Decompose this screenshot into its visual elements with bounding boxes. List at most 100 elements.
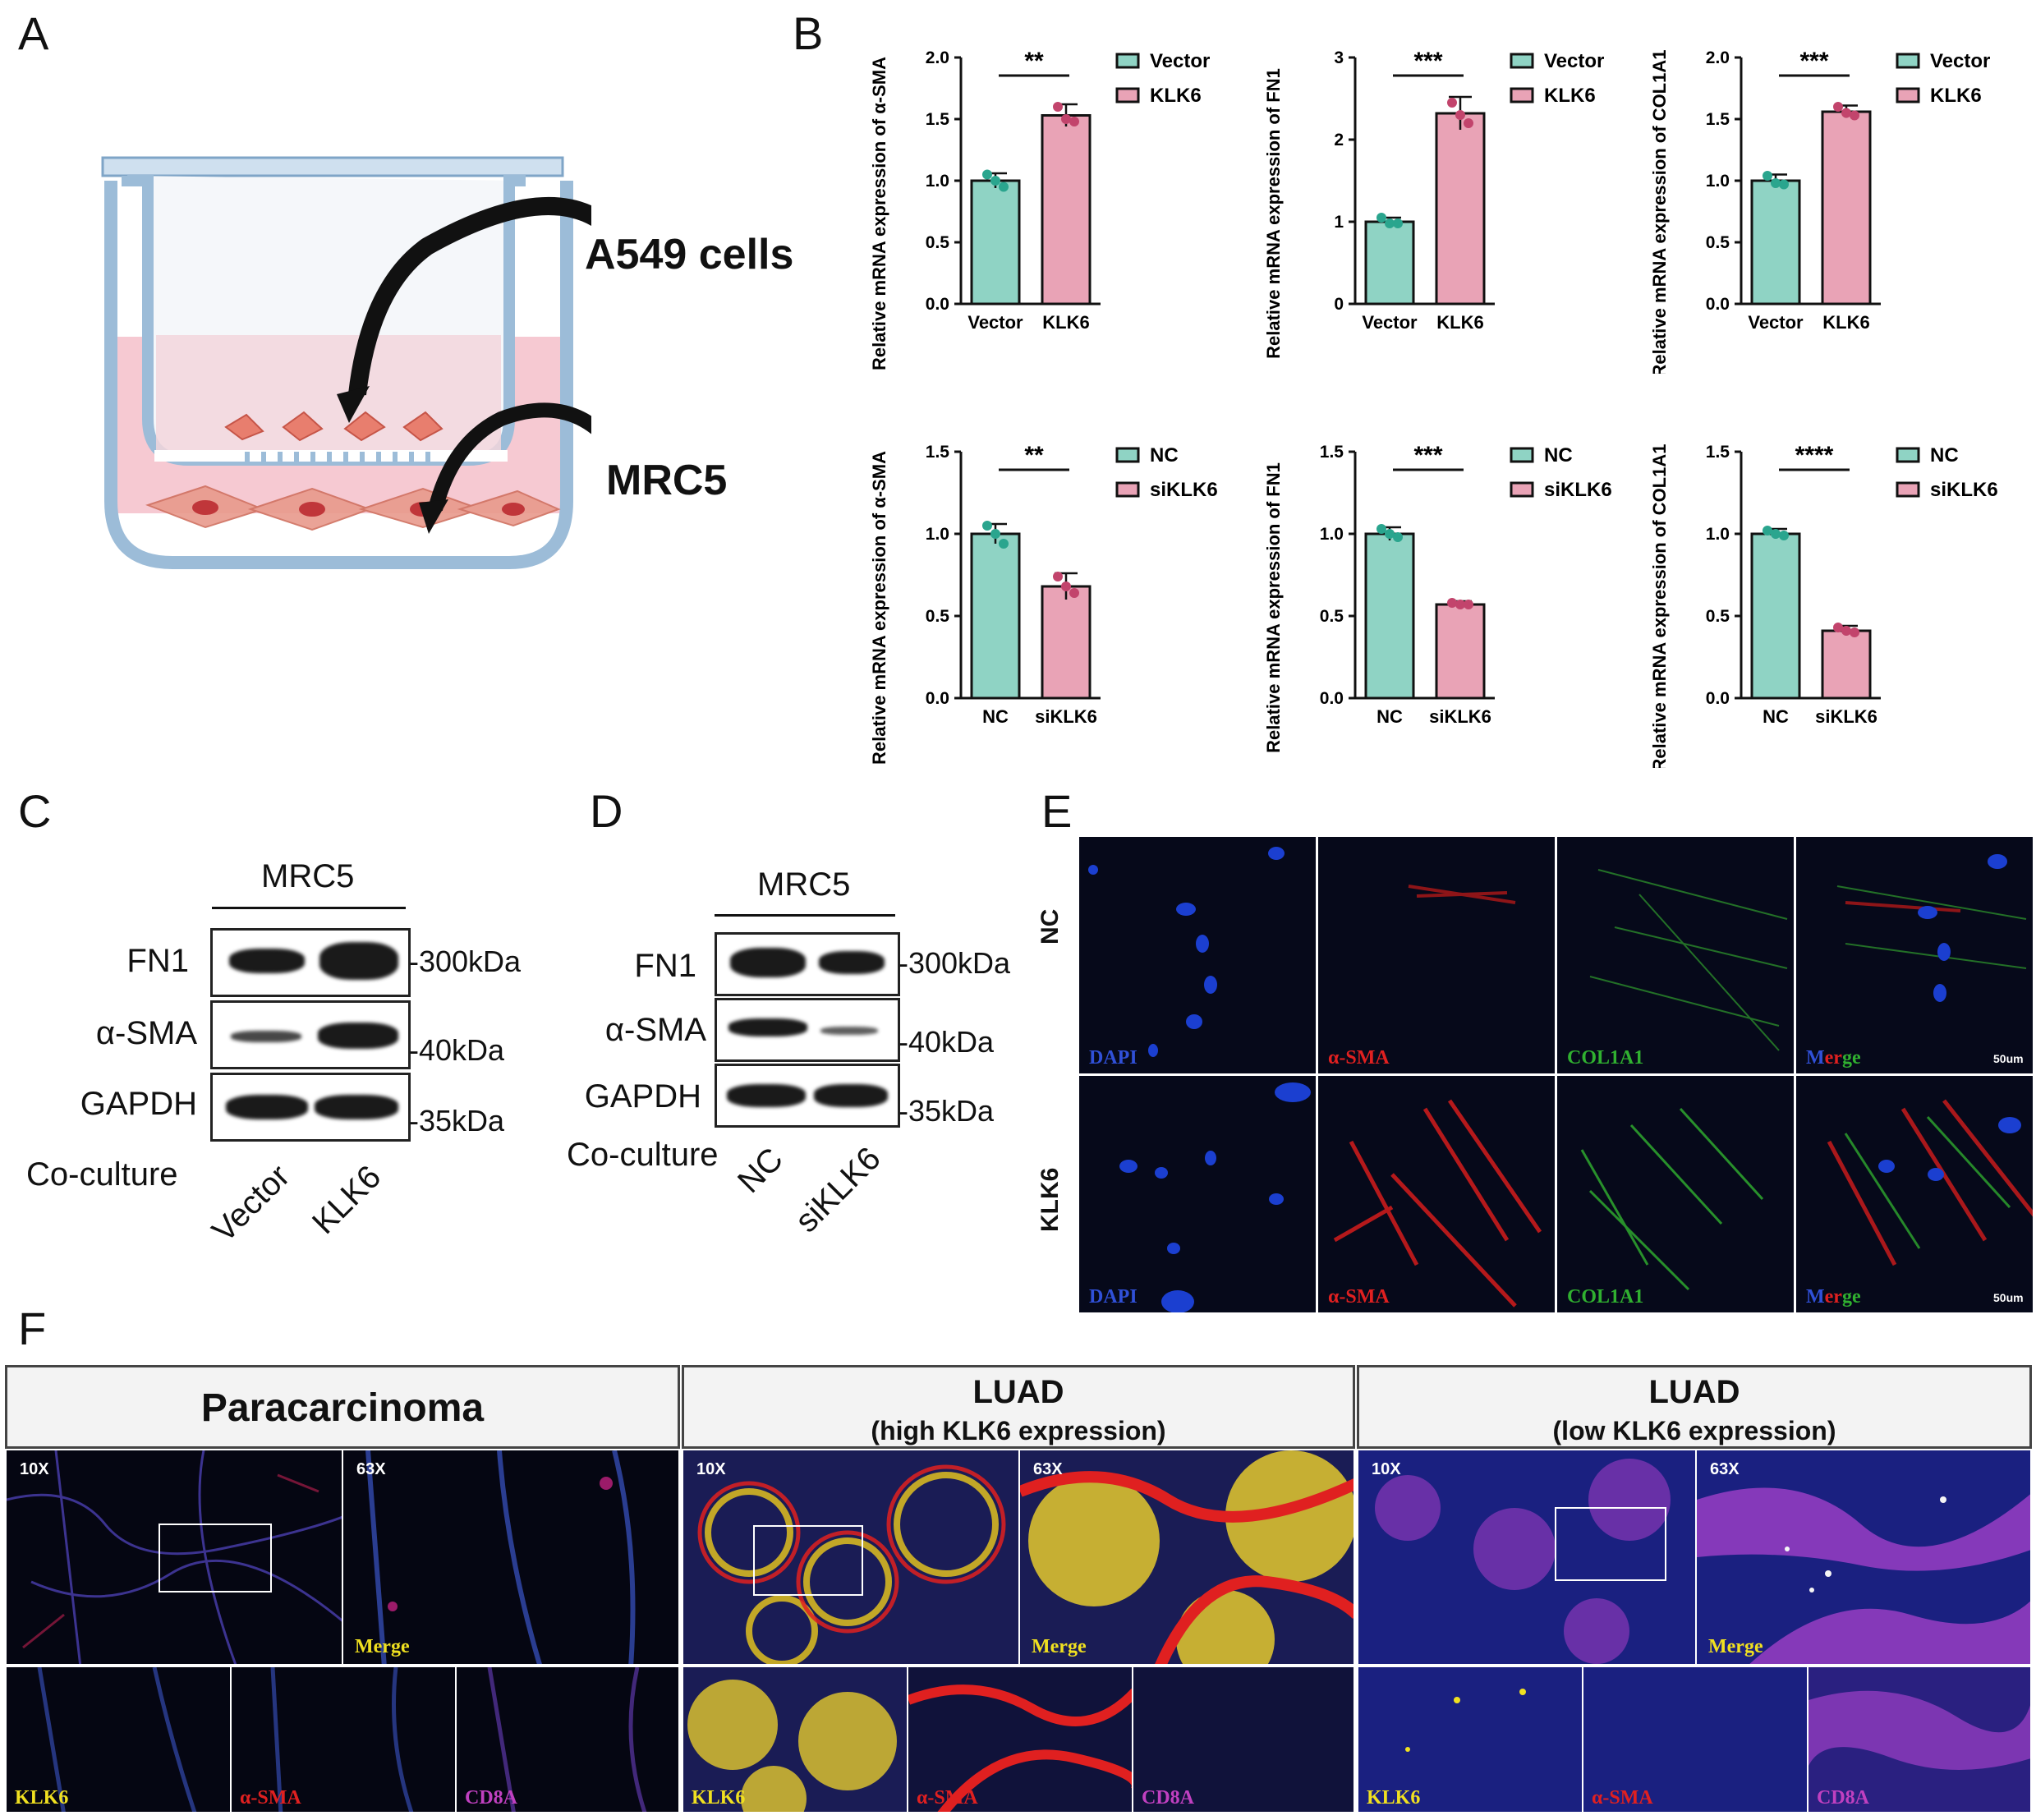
data-point (990, 529, 1000, 539)
merge-ge: ge (1841, 1286, 1861, 1308)
if-nc-dapi: DAPI (1078, 835, 1317, 1075)
y-tick-label: 1.0 (1320, 525, 1344, 544)
blot-d-kda-300: -300kDa (899, 946, 1011, 980)
f1-63x: 63X Merge (342, 1449, 680, 1666)
legend-label: KLK6 (1544, 85, 1596, 107)
blot-d-row-fn1: FN1 (634, 948, 696, 984)
data-point (982, 521, 992, 531)
data-point (1763, 526, 1772, 535)
mrc5-label: MRC5 (606, 457, 728, 504)
if-row-klk6: KLK6 (1036, 1167, 1064, 1232)
bar (1750, 179, 1801, 306)
legend-swatch (1115, 447, 1140, 463)
if-tag-col1a1: COL1A1 (1567, 1047, 1644, 1069)
f1-tag-klk6: KLK6 (15, 1787, 69, 1809)
y-tick-label: 0.0 (926, 689, 949, 708)
if-grid: DAPI α-SMA COL1A1 Merge 50um DAPI α-SMA … (1078, 835, 2034, 1314)
if-tag-col1a1-2: COL1A1 (1567, 1286, 1644, 1308)
y-tick-label: 0.0 (1706, 689, 1730, 708)
f1-tag-cd8a: CD8A (465, 1787, 517, 1809)
merge-er: er (1824, 1286, 1842, 1308)
significance-label: ** (1024, 442, 1044, 469)
x-tick-label: NC (982, 706, 1009, 727)
data-point (1393, 218, 1403, 228)
blot-c-title: MRC5 (261, 858, 355, 894)
y-tick-label: 0 (1334, 295, 1344, 314)
band (814, 1084, 888, 1107)
f-header-paracarcinoma: Paracarcinoma (5, 1365, 680, 1449)
if-scale-klk6: 50um (1993, 1291, 2024, 1304)
data-point (999, 539, 1009, 549)
significance-label: *** (1413, 442, 1442, 469)
blot-c-kda-35: -35kDa (409, 1104, 505, 1138)
f1-mag10: 10X (20, 1460, 49, 1478)
data-point (1061, 114, 1071, 124)
f1-cd8a: CD8A (455, 1666, 680, 1813)
data-point (1763, 171, 1772, 181)
data-point (1447, 598, 1457, 608)
if-tag-merge-2: Merge (1806, 1286, 1861, 1308)
blot-d-coculture: Co-culture (567, 1137, 719, 1173)
data-point (1061, 581, 1071, 591)
f3-10x: 10X (1357, 1449, 1697, 1666)
bar (970, 179, 1021, 306)
legend-swatch (1510, 87, 1534, 103)
legend-label: KLK6 (1930, 85, 1982, 107)
blot-c-row-fn1: FN1 (126, 943, 189, 979)
y-tick-label: 1.0 (1706, 172, 1730, 191)
y-tick-label: 1.0 (926, 172, 949, 191)
data-point (990, 176, 1000, 186)
legend-swatch (1115, 53, 1140, 69)
blot-c-kda-300: -300kDa (409, 944, 522, 978)
blot-d-lane-nc: NC (731, 1141, 790, 1201)
blot-d-title: MRC5 (757, 866, 851, 903)
significance-label: *** (1413, 48, 1442, 75)
blot-d-kda-35: -35kDa (899, 1094, 995, 1128)
y-axis-label: Relative mRNA expression of COL1A1 (1649, 444, 1670, 768)
legend-swatch (1510, 447, 1534, 463)
legend-label: NC (1150, 444, 1179, 466)
f3-klk6: KLK6 (1357, 1666, 1583, 1813)
f1-tag-asma: α-SMA (240, 1787, 301, 1809)
data-point (1455, 600, 1465, 609)
f1-mag63: 63X (356, 1460, 386, 1478)
f-header-sub: (low KLK6 expression) (1552, 1416, 1836, 1445)
if-tag-asma: α-SMA (1328, 1047, 1390, 1069)
blot-c-row-asma: α-SMA (95, 1015, 197, 1051)
y-tick-label: 1.5 (1706, 443, 1730, 462)
data-point (999, 182, 1009, 192)
blot-d-box-gapdh (715, 1064, 900, 1128)
legend-swatch (1896, 53, 1920, 69)
f3-tag-asma: α-SMA (1592, 1787, 1653, 1809)
transwell-diagram (101, 156, 591, 569)
data-point (1833, 623, 1843, 632)
a549-label: A549 cells (585, 231, 794, 278)
y-tick-label: 2.0 (926, 48, 949, 67)
blot-c-box-gapdh (210, 1073, 411, 1142)
legend-label: KLK6 (1150, 85, 1202, 107)
data-point (1464, 118, 1473, 128)
band (819, 951, 885, 974)
if-klk6-col1a1: COL1A1 (1556, 1074, 1795, 1314)
f2-10x: 10X (682, 1449, 1020, 1666)
f3-mag10: 10X (1372, 1460, 1401, 1478)
chart-col1a1-nc: Relative mRNA expression of COL1A1 0.0 0.5… (1649, 442, 1998, 768)
panel-label-d: D (590, 785, 623, 837)
data-point (1850, 627, 1859, 637)
legend-swatch (1896, 87, 1920, 103)
y-tick-label: 2 (1334, 131, 1344, 149)
data-point (1069, 588, 1079, 598)
f1-10x: 10X (5, 1449, 343, 1666)
if-nc-col1a1: COL1A1 (1556, 835, 1795, 1075)
merge-m: M (1806, 1047, 1825, 1069)
y-tick-label: 0.5 (1706, 607, 1730, 626)
band (730, 948, 806, 977)
blot-d-row-gapdh: GAPDH (584, 1078, 701, 1115)
band (315, 1095, 398, 1119)
panel-label-f: F (18, 1303, 47, 1354)
x-tick-label: Vector (1748, 312, 1804, 333)
x-tick-label: KLK6 (1436, 312, 1483, 333)
legend-swatch (1115, 481, 1140, 498)
bar (1364, 532, 1415, 700)
merge-m: M (1806, 1286, 1825, 1308)
